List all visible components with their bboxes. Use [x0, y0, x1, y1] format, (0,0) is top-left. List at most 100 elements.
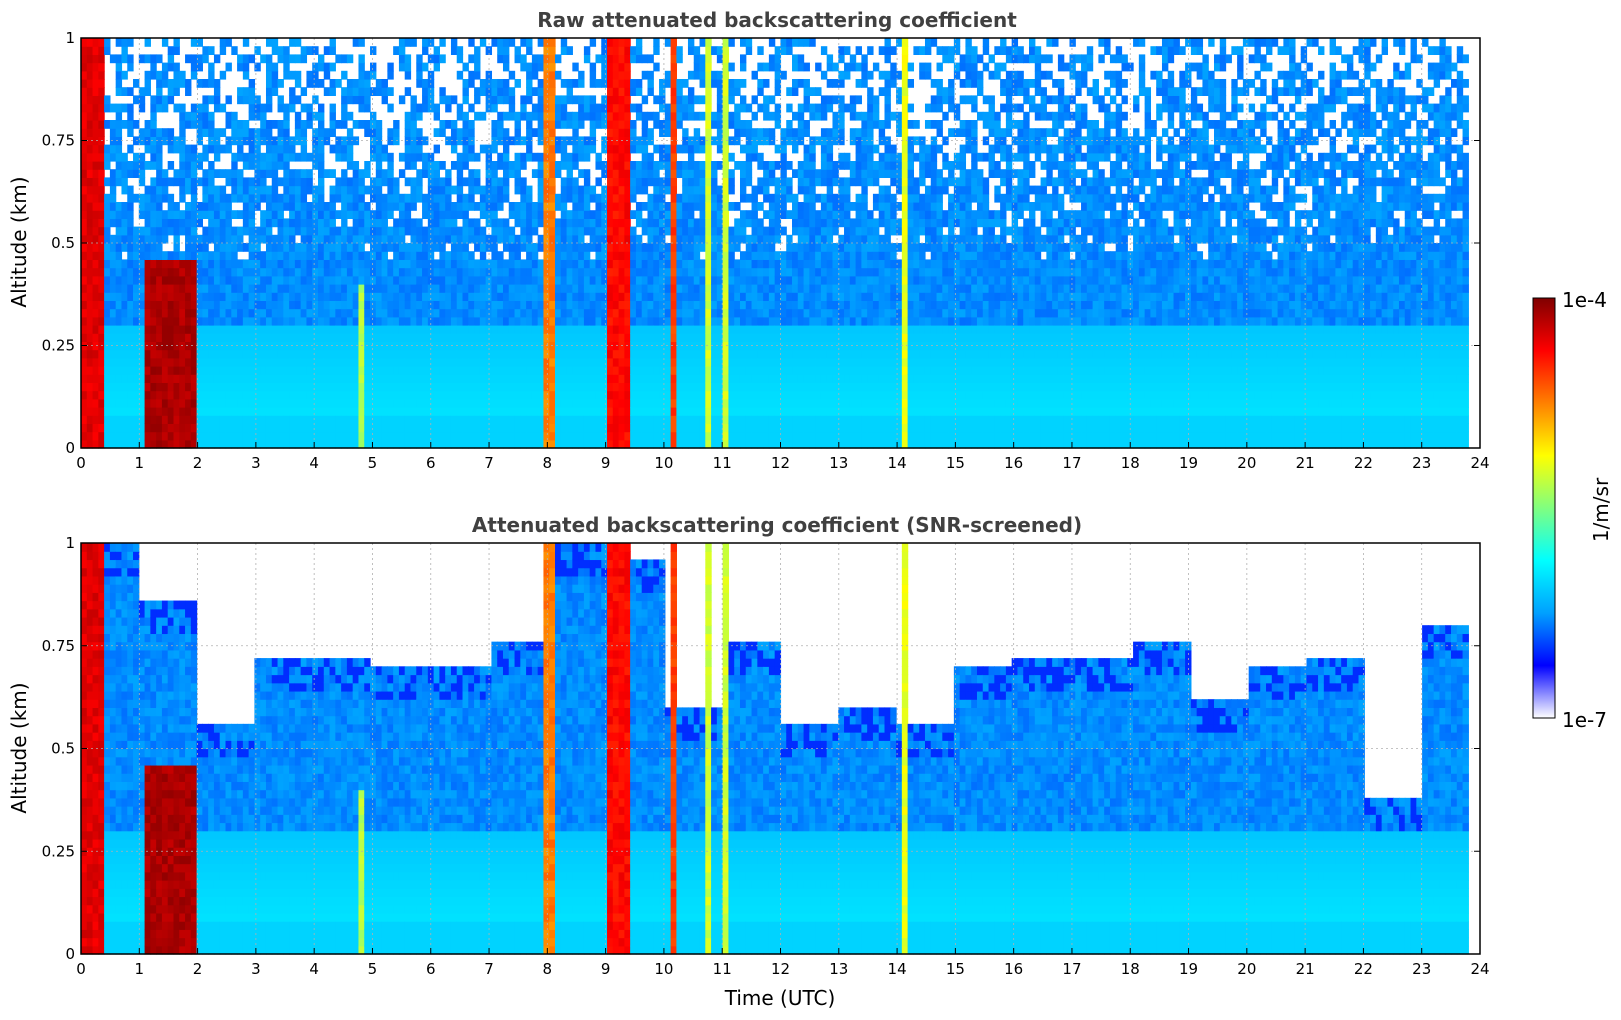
- heatmap-cell: [173, 325, 180, 334]
- heatmap-cell: [526, 226, 533, 236]
- heatmap-cell: [508, 259, 516, 269]
- heatmap-cell: [757, 439, 764, 449]
- heatmap-cell: [543, 210, 550, 219]
- heatmap-cell: [104, 103, 111, 113]
- heatmap-cell: [387, 333, 394, 342]
- heatmap-cell: [711, 349, 718, 359]
- heatmap-cell: [682, 374, 689, 383]
- heatmap-cell: [693, 398, 701, 408]
- heatmap-cell: [81, 300, 88, 310]
- heatmap-cell: [335, 226, 342, 236]
- heatmap-cell: [196, 407, 203, 416]
- heatmap-cell: [589, 325, 597, 334]
- heatmap-cell: [92, 144, 99, 154]
- heatmap-cell: [81, 79, 88, 88]
- heatmap-cell: [144, 423, 151, 433]
- heatmap-cell: [624, 152, 631, 162]
- heatmap-cell: [630, 169, 637, 178]
- heatmap-cell: [722, 177, 730, 187]
- heatmap-cell: [572, 136, 579, 146]
- heatmap-cell: [127, 218, 134, 228]
- heatmap-cell: [479, 415, 487, 424]
- heatmap-cell: [722, 267, 730, 277]
- heatmap-cell: [156, 259, 163, 269]
- heatmap-cell: [335, 407, 342, 416]
- heatmap-cell: [138, 251, 146, 260]
- heatmap-cell: [607, 169, 614, 178]
- heatmap-cell: [439, 292, 446, 301]
- heatmap-cell: [208, 128, 215, 137]
- heatmap-cell: [555, 169, 562, 178]
- heatmap-cell: [306, 284, 313, 293]
- heatmap-cell: [734, 128, 741, 137]
- heatmap-cell: [491, 439, 498, 449]
- heatmap-cell: [341, 169, 348, 178]
- heatmap-cell: [630, 374, 637, 383]
- heatmap-cell: [427, 423, 435, 433]
- heatmap-cell: [659, 439, 666, 449]
- heatmap-cell: [265, 439, 273, 449]
- heatmap-cell: [560, 431, 568, 441]
- heatmap-cell: [549, 38, 556, 47]
- heatmap-cell: [555, 70, 562, 80]
- heatmap-cell: [127, 325, 134, 334]
- heatmap-cell: [537, 284, 545, 293]
- heatmap-cell: [751, 70, 758, 80]
- heatmap-cell: [167, 398, 175, 408]
- heatmap-cell: [179, 161, 186, 170]
- heatmap-cell: [705, 185, 712, 195]
- heatmap-cell: [555, 300, 562, 310]
- heatmap-cell: [277, 251, 284, 260]
- heatmap-cell: [572, 357, 579, 367]
- heatmap-cell: [127, 202, 134, 211]
- heatmap-cell: [242, 423, 250, 433]
- heatmap-cell: [462, 152, 469, 162]
- heatmap-cell: [115, 415, 123, 424]
- heatmap-cell: [92, 79, 99, 88]
- heatmap-cell: [676, 103, 683, 113]
- heatmap-cell: [179, 152, 186, 162]
- heatmap-cell: [410, 267, 417, 277]
- heatmap-cell: [670, 382, 678, 392]
- heatmap-cell: [318, 398, 325, 408]
- heatmap-cell: [474, 292, 481, 301]
- heatmap-cell: [156, 185, 163, 195]
- heatmap-cell: [329, 390, 336, 400]
- heatmap-cell: [716, 382, 724, 392]
- heatmap-cell: [289, 38, 296, 47]
- heatmap-cell: [607, 193, 614, 203]
- heatmap-cell: [277, 152, 284, 162]
- heatmap-cell: [213, 267, 221, 277]
- heatmap-cell: [358, 62, 365, 72]
- heatmap-cell: [398, 202, 406, 211]
- heatmap-cell: [462, 423, 469, 433]
- heatmap-cell: [213, 308, 221, 318]
- heatmap-cell: [468, 275, 475, 285]
- heatmap-cell: [462, 95, 469, 105]
- heatmap-cell: [543, 46, 550, 55]
- heatmap-cell: [393, 185, 400, 195]
- heatmap-cell: [81, 38, 88, 47]
- heatmap-cell: [196, 54, 203, 64]
- heatmap-cell: [115, 87, 123, 96]
- heatmap-cell: [185, 366, 192, 375]
- heatmap-cell: [156, 152, 163, 162]
- heatmap-cell: [422, 243, 429, 252]
- heatmap-cell: [312, 374, 319, 383]
- heatmap-cell: [526, 243, 533, 252]
- heatmap-cell: [335, 259, 342, 269]
- heatmap-cell: [81, 234, 88, 244]
- heatmap-cell: [508, 226, 516, 236]
- heatmap-cell: [410, 120, 417, 129]
- heatmap-cell: [335, 193, 342, 203]
- heatmap-cell: [676, 144, 683, 154]
- heatmap-cell: [566, 185, 573, 195]
- heatmap-cell: [161, 415, 169, 424]
- heatmap-cell: [346, 136, 354, 146]
- heatmap-cell: [502, 431, 510, 441]
- heatmap-cell: [404, 300, 412, 310]
- heatmap-cell: [254, 46, 261, 55]
- heatmap-cell: [549, 333, 556, 342]
- heatmap-cell: [450, 202, 458, 211]
- heatmap-cell: [381, 226, 388, 236]
